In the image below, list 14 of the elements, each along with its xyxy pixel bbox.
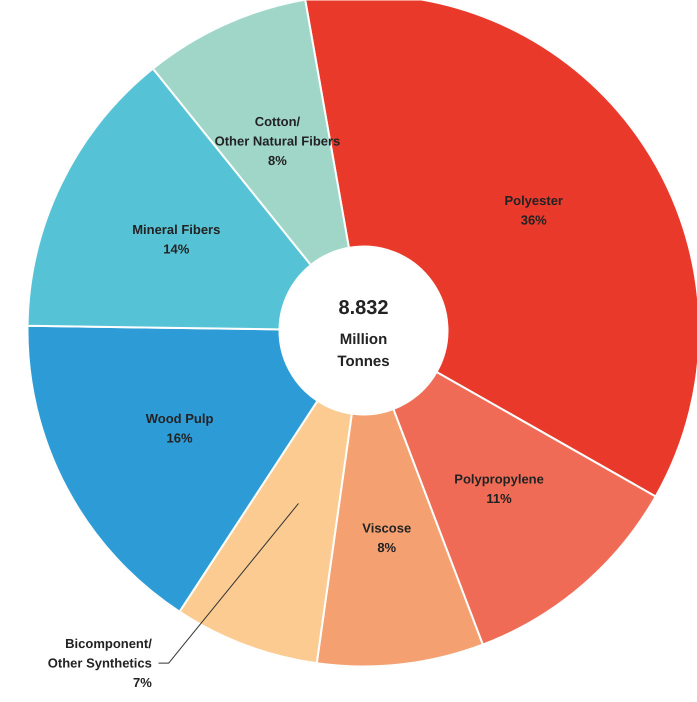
data-label: 36% bbox=[520, 212, 548, 228]
slice-label: Mineral Fibers bbox=[132, 222, 220, 237]
slice-label: Polypropylene bbox=[454, 471, 544, 486]
data-label: 7% bbox=[133, 675, 152, 690]
slice-label: Bicomponent/ Other Synthetics bbox=[48, 636, 152, 671]
data-label: 8% bbox=[377, 540, 397, 555]
slice-label: Viscose bbox=[362, 520, 412, 536]
slice-label: Wood Pulp bbox=[146, 411, 214, 426]
data-label: 16% bbox=[166, 430, 194, 446]
text: 8.832 Million Tonnes bbox=[337, 296, 390, 370]
data-label: 14% bbox=[163, 241, 190, 256]
slice-label: Polyester bbox=[504, 193, 564, 208]
data-label: 8% bbox=[268, 152, 288, 168]
data-label: 11% bbox=[486, 490, 512, 506]
